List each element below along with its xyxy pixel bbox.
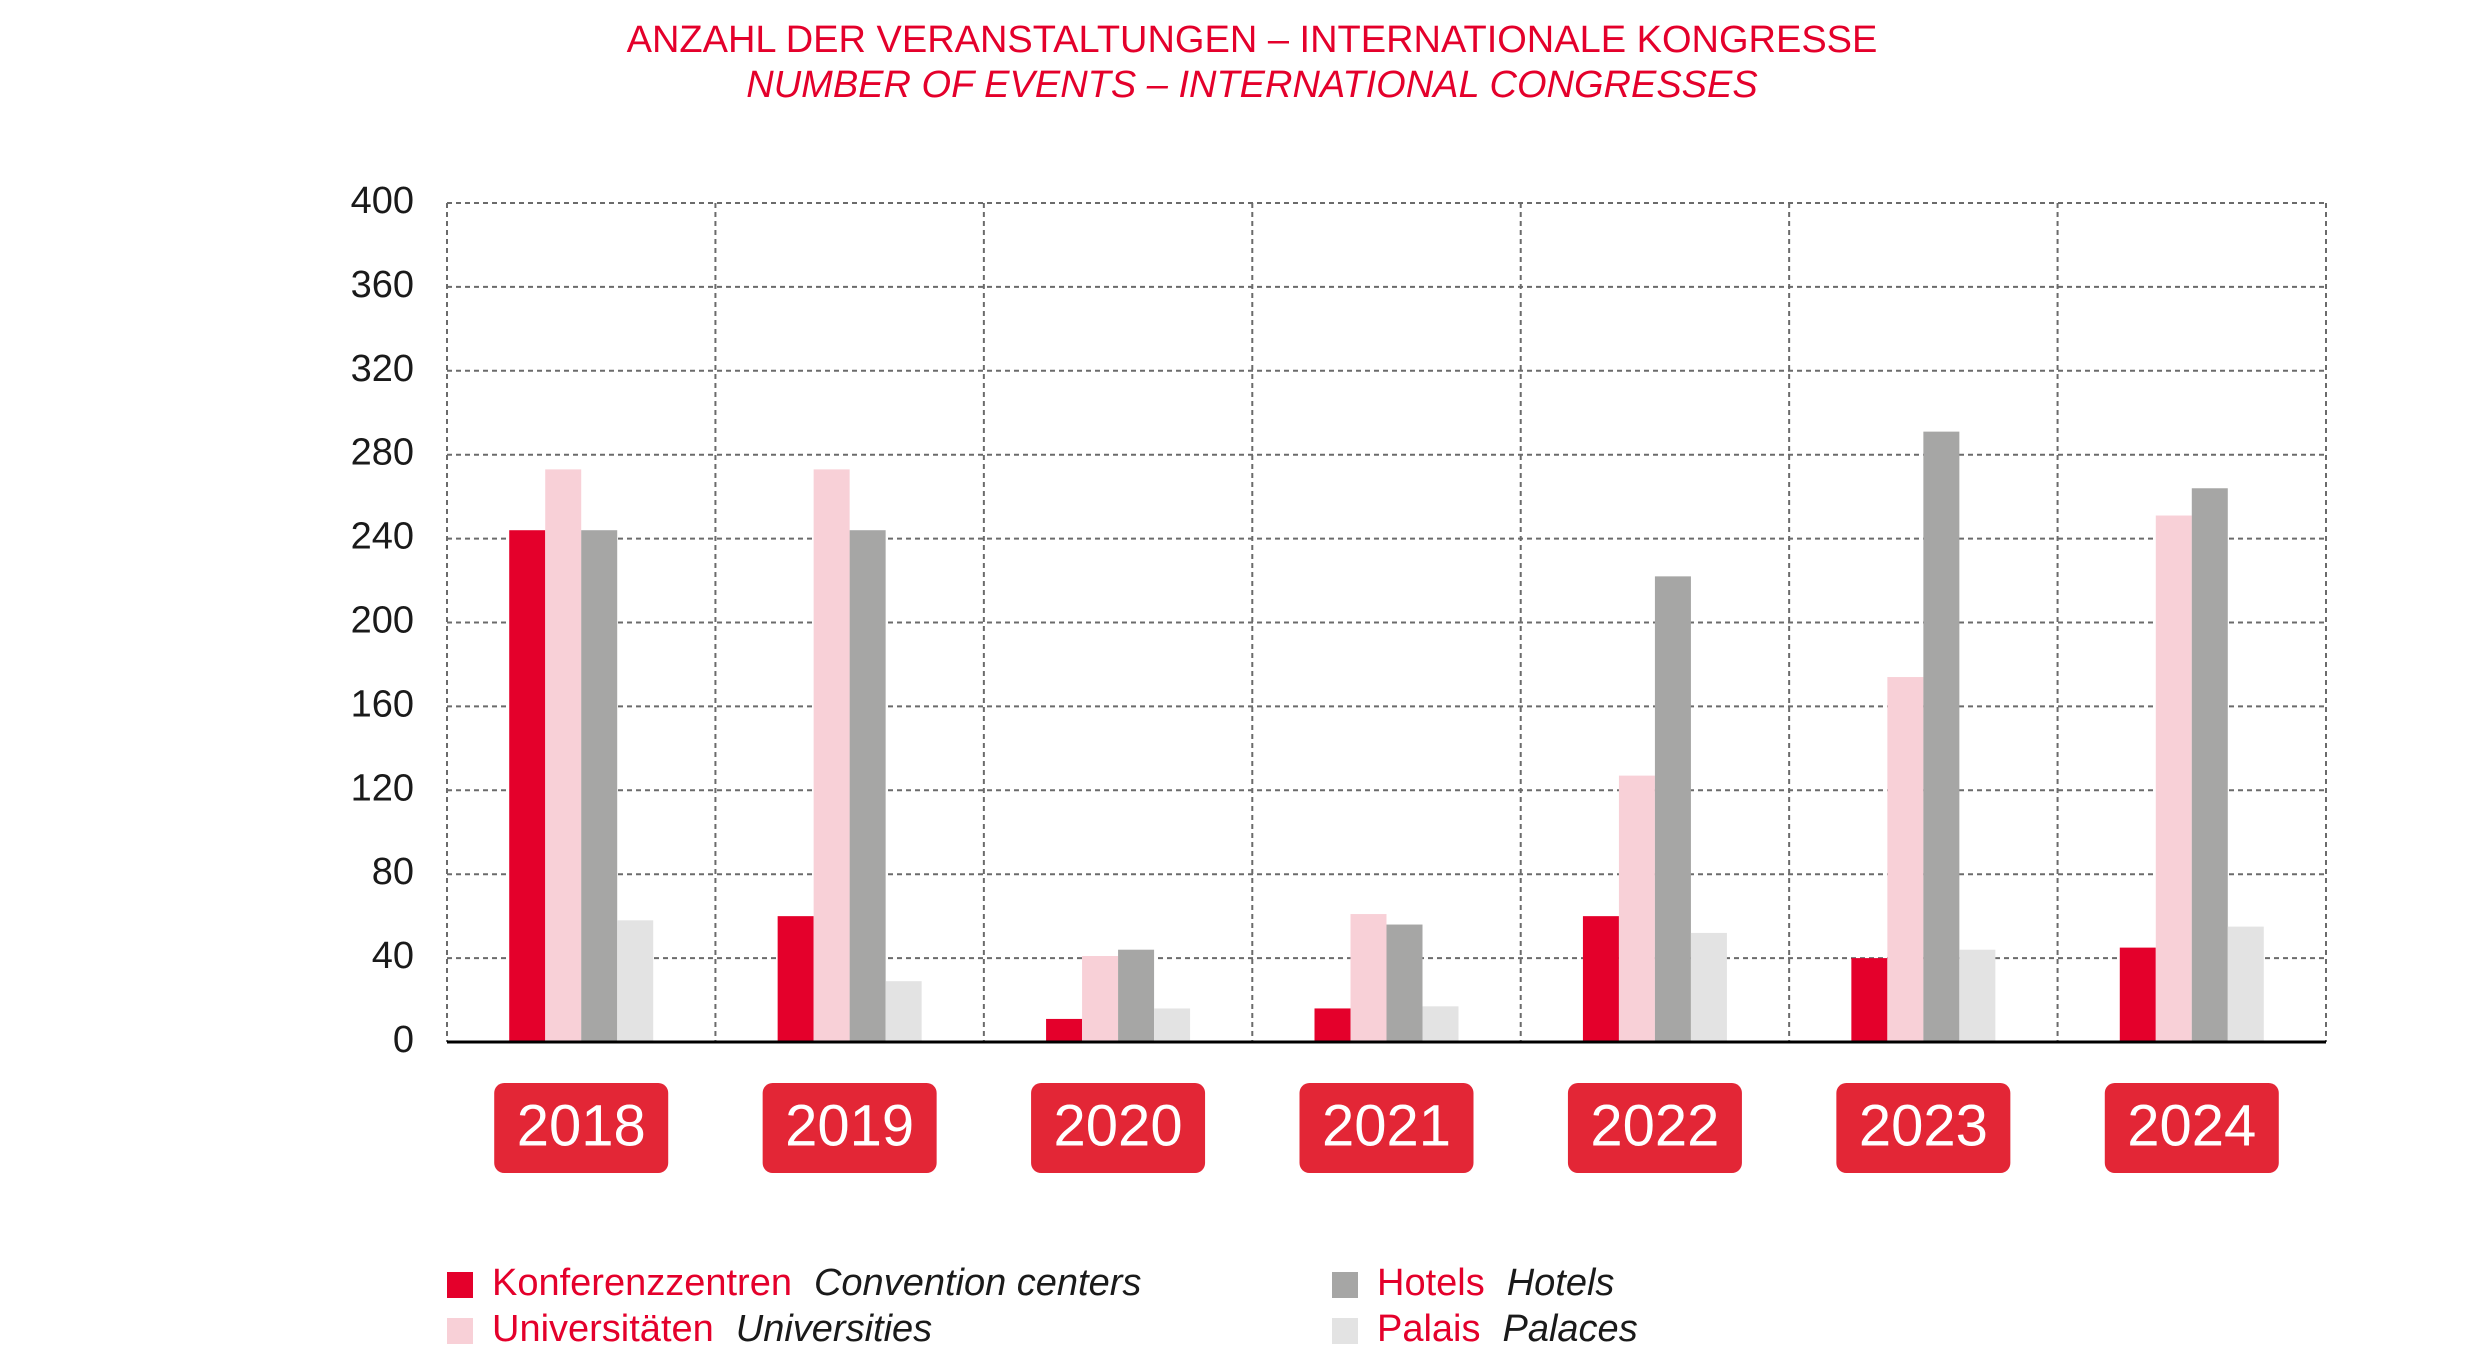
bar	[1422, 1006, 1459, 1042]
legend-swatch	[447, 1272, 473, 1298]
bar	[1959, 949, 1996, 1042]
x-tick-label: 2019	[785, 1093, 914, 1158]
bar	[849, 530, 886, 1042]
legend-label: Konferenzzentren	[492, 1262, 792, 1304]
y-tick-label: 160	[351, 683, 414, 725]
legend-label-en: Convention centers	[814, 1262, 1141, 1304]
y-tick-label: 0	[393, 1019, 414, 1061]
y-tick-label: 280	[351, 432, 414, 474]
bar	[1851, 958, 1888, 1042]
y-tick-label: 240	[351, 516, 414, 558]
bar	[1118, 949, 1155, 1042]
bar	[2155, 515, 2192, 1042]
x-tick-badge	[762, 1083, 937, 1173]
x-tick-label: 2023	[1859, 1093, 1988, 1158]
grid	[446, 202, 2327, 1042]
x-tick-label: 2022	[1590, 1093, 1719, 1158]
y-tick-label: 320	[351, 348, 414, 390]
bar	[509, 530, 546, 1042]
bar	[777, 916, 814, 1042]
bars	[509, 431, 2264, 1042]
y-tick-label: 400	[351, 180, 414, 222]
bar	[617, 920, 654, 1042]
bar	[2191, 488, 2228, 1042]
x-tick-badge	[1299, 1083, 1474, 1173]
x-tick-label: 2024	[2127, 1093, 2256, 1158]
chart-title: ANZAHL DER VERANSTALTUNGEN – INTERNATION…	[627, 19, 1878, 61]
y-tick-label: 80	[372, 851, 414, 893]
x-axis-ticks: 2018 2019 2020 2021 2022 2023 2024	[494, 1083, 2279, 1173]
x-tick-badge	[1567, 1083, 1742, 1173]
y-tick-label: 200	[351, 600, 414, 642]
bar	[1046, 1018, 1083, 1042]
bar	[1690, 932, 1727, 1042]
bar	[1154, 1008, 1191, 1042]
bar	[1350, 914, 1387, 1042]
y-axis-ticks: 0 40 80 120 160 200 240 280 320 360 400	[351, 180, 414, 1061]
legend-label: Hotels	[1377, 1262, 1485, 1304]
y-tick-label: 120	[351, 767, 414, 809]
bar	[2227, 926, 2264, 1042]
bar	[1923, 431, 1960, 1042]
bar	[1082, 956, 1119, 1042]
x-tick-badge	[1031, 1083, 1206, 1173]
y-tick-label: 40	[372, 935, 414, 977]
y-tick-label: 360	[351, 264, 414, 306]
bar	[1386, 924, 1423, 1042]
legend-swatch	[447, 1318, 473, 1344]
bar	[1654, 576, 1691, 1042]
x-tick-label: 2018	[517, 1093, 646, 1158]
chart-subtitle: NUMBER OF EVENTS – INTERNATIONAL CONGRES…	[746, 64, 1757, 106]
x-tick-label: 2021	[1322, 1093, 1451, 1158]
bar	[1314, 1008, 1351, 1042]
legend-swatch	[1332, 1318, 1358, 1344]
x-tick-badge	[1836, 1083, 2011, 1173]
bar	[1582, 916, 1619, 1042]
legend-label-en: Universities	[736, 1308, 932, 1350]
x-tick-badge	[494, 1083, 669, 1173]
legend-label-en: Palaces	[1503, 1308, 1638, 1350]
legend-swatch	[1332, 1272, 1358, 1298]
bar	[1618, 775, 1655, 1042]
legend-label: Palais	[1377, 1308, 1481, 1350]
legend: Konferenzzentren Convention centersUniver…	[447, 1262, 1638, 1350]
bar	[885, 981, 922, 1042]
bar	[1887, 677, 1924, 1042]
bar	[581, 530, 618, 1042]
bar	[813, 469, 850, 1042]
bar	[545, 469, 582, 1042]
x-tick-badge	[2104, 1083, 2279, 1173]
bar	[2119, 947, 2156, 1042]
legend-label-en: Hotels	[1507, 1262, 1615, 1304]
x-tick-label: 2020	[1054, 1093, 1183, 1158]
legend-label: Universitäten	[492, 1308, 714, 1350]
